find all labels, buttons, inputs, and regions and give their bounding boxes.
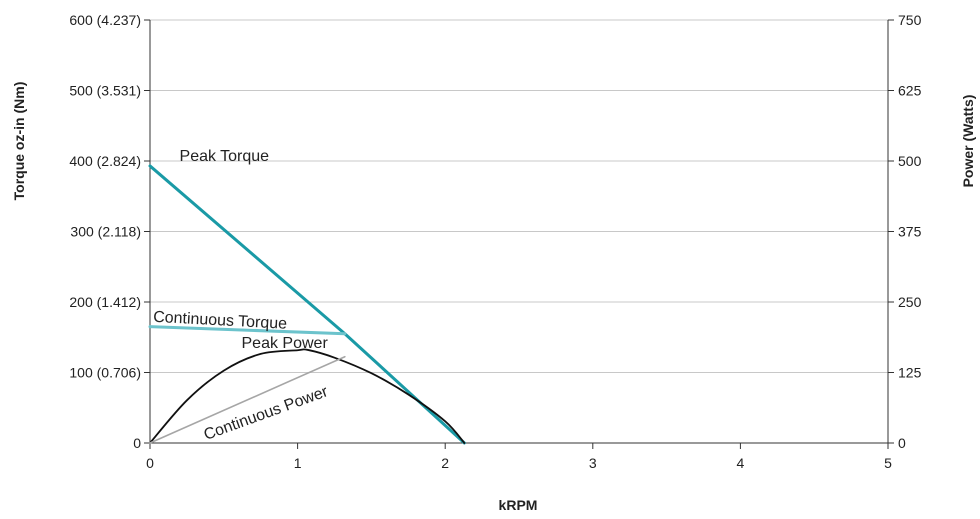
x-tick-label: 1 [294,455,302,471]
series-peak-power [149,348,466,444]
annotation-peak-power: Peak Power [242,335,329,352]
series-continuous-power [149,355,346,444]
y-tick-label: 600 (4.237) [69,12,141,28]
y2-tick-label: 250 [898,294,922,310]
y-tick-label: 400 (2.824) [69,153,141,169]
y-tick-label: 0 [133,435,141,451]
y-tick-label: 200 (1.412) [69,294,141,310]
y-tick-label: 100 (0.706) [69,365,141,381]
series-lines [148,164,466,445]
y-tick-label: 300 (2.118) [70,224,141,240]
annotation-continuous-torque: Continuous Torque [153,309,288,333]
x-tick-label: 0 [146,455,154,471]
tick-labels: 0 100 (0.706) 200 (1.412) 300 (2.118) 400 (2… [69,12,921,471]
x-tick-label: 3 [589,455,597,471]
y2-tick-label: 375 [898,224,922,240]
x-tick-label: 5 [884,455,892,471]
y-axis-title: Torque oz-in (Nm) [11,82,27,201]
y2-tick-label: 0 [898,435,906,451]
axes [144,19,894,449]
y2-tick-label: 500 [898,153,922,169]
gridlines [150,19,888,373]
x-axis-title: kRPM [499,497,538,513]
y2-tick-label: 625 [898,83,922,99]
series-continuous-torque [148,325,347,336]
y2-tick-label: 750 [898,12,922,28]
annotation-peak-torque: Peak Torque [180,148,270,165]
y2-tick-label: 125 [898,365,922,381]
y-tick-label: 500 (3.531) [69,83,141,99]
x-tick-label: 2 [441,455,449,471]
y2-axis-title: Power (Watts) [960,95,976,188]
x-tick-label: 4 [737,455,745,471]
